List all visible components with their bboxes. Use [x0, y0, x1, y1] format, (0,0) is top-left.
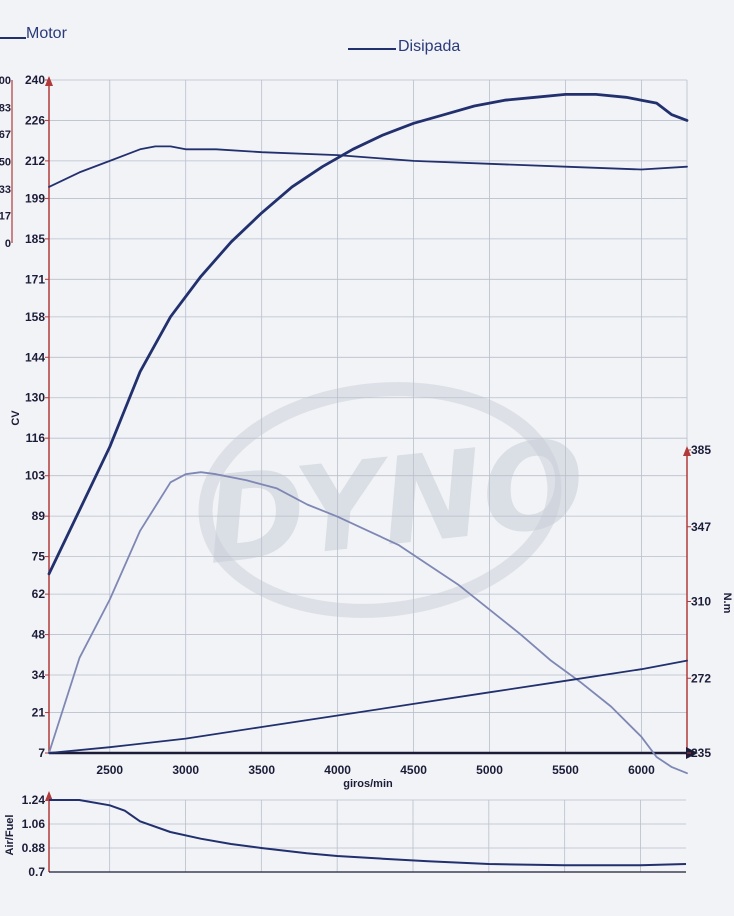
y3-tick-label: 50 [0, 157, 11, 169]
y-tick-label: 185 [25, 232, 45, 246]
series-air-fuel [49, 799, 687, 867]
y-tick-label: 62 [32, 587, 46, 601]
y3-tick-label: 33 [0, 184, 11, 196]
y-tick-label: 226 [25, 113, 45, 127]
legend: Motor Disipada [0, 25, 460, 55]
dyno-watermark: DYNO [198, 382, 591, 618]
series-disipada-loss [48, 659, 688, 754]
y-tick-label: 144 [25, 350, 45, 364]
y-tick-label: 89 [32, 509, 46, 523]
x-tick-label: 6000 [628, 763, 655, 777]
y-tick-label: 21 [32, 706, 46, 720]
left-axis-arrow [45, 76, 53, 86]
af-ticks: 0.7 0.88 1.06 1.24 [22, 793, 46, 879]
x-tick-label: 4500 [400, 763, 427, 777]
af-y-tick-label: 0.7 [28, 865, 45, 879]
y3-tick-label: 0 [5, 238, 11, 250]
x-tick-label: 2500 [96, 763, 123, 777]
x-axis-title: giros/min [343, 778, 393, 790]
main-series [47, 93, 689, 775]
x-tick-label: 4000 [324, 763, 351, 777]
series-disipada-power [48, 471, 688, 775]
y-tick-label: 34 [32, 668, 46, 682]
af-grid [49, 799, 686, 873]
x-tick-label: 5500 [552, 763, 579, 777]
x-axis-arrow [686, 747, 698, 759]
legend-label-disipada: Disipada [398, 38, 460, 55]
legend-label-motor: Motor [26, 25, 68, 42]
dyno-watermark-text: DYNO [199, 414, 591, 592]
x-tick-label: 3000 [172, 763, 199, 777]
af-axes [45, 791, 686, 873]
y-tick-label: 199 [25, 191, 45, 205]
series-motor-power [47, 93, 689, 576]
y-tick-label: 116 [26, 431, 46, 445]
y-tick-label: 103 [25, 469, 45, 483]
y2-tick-label: 235 [691, 746, 711, 760]
af-y-tick-label: 1.24 [22, 793, 46, 807]
y-axis-title: CV [10, 410, 22, 426]
main-grid [49, 79, 688, 753]
y-tick-label: 130 [25, 391, 45, 405]
af-y-axis-title: Air/Fuel [4, 815, 16, 856]
af-left-axis-arrow [45, 791, 53, 801]
y2-tick-label: 310 [691, 595, 711, 609]
y-tick-label: 48 [32, 628, 46, 642]
y3-tick-label: 67 [0, 129, 11, 141]
right-axis-arrow [683, 446, 691, 456]
series-motor-torque [48, 145, 688, 188]
y-tick-label: 212 [25, 154, 45, 168]
af-series [49, 799, 687, 867]
y-tick-label: 7 [38, 746, 45, 760]
y2-tick-label: 385 [691, 443, 711, 457]
x-tick-label: 3500 [248, 763, 275, 777]
y2-axis-title: N.m [721, 593, 733, 614]
y-tick-label: 75 [32, 550, 46, 564]
main-axes [45, 76, 698, 759]
main-ticks: 2500 3000 3500 4000 4500 5000 5500 600072134486… [0, 73, 711, 777]
y2-tick-label: 272 [691, 671, 711, 685]
y-tick-label: 240 [25, 73, 45, 87]
y3-tick-label: 00 [0, 75, 11, 87]
y-tick-label: 171 [25, 272, 45, 286]
y3-tick-label: 83 [0, 103, 11, 115]
y3-tick-label: 17 [0, 210, 11, 222]
x-tick-label: 5000 [476, 763, 503, 777]
y-tick-label: 158 [25, 310, 45, 324]
af-y-tick-label: 1.06 [22, 817, 46, 831]
y2-tick-label: 347 [691, 520, 711, 534]
af-y-tick-label: 0.88 [22, 841, 46, 855]
